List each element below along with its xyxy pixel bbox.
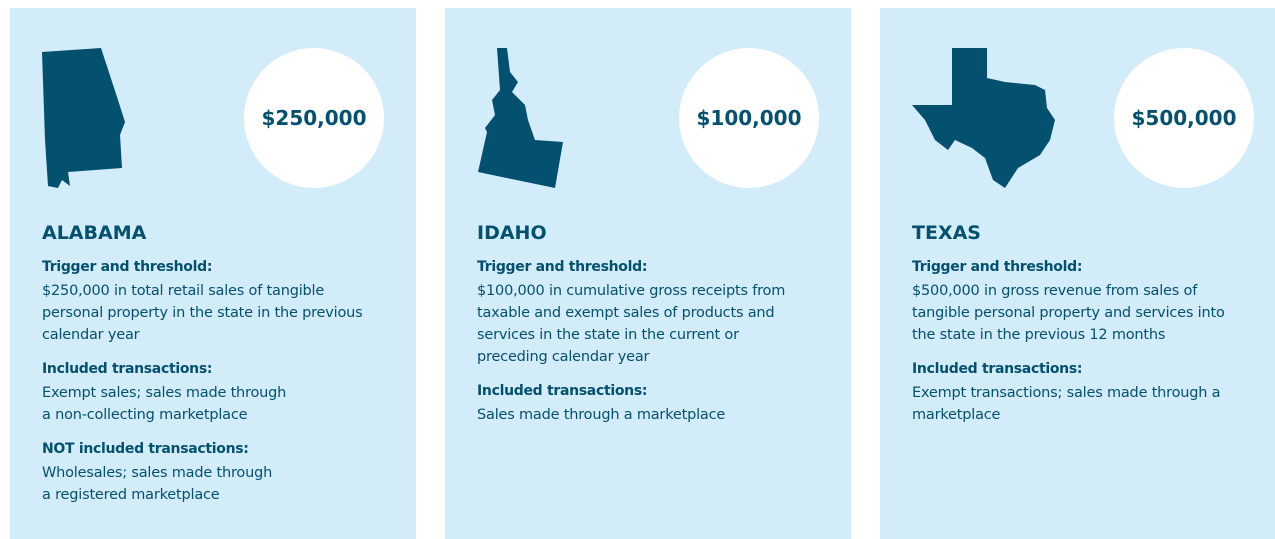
section-text: preceding calendar year — [477, 349, 650, 365]
threshold-amount: $250,000 — [244, 48, 384, 188]
section: Included transactions: Exempt sales; sale… — [42, 356, 406, 426]
section-heading: Trigger and threshold: — [912, 259, 1083, 275]
section-text: tangible personal property and services … — [912, 305, 1225, 321]
section-text: $250,000 in total retail sales of tangib… — [42, 283, 325, 299]
section-text: Exempt sales; sales made through — [42, 385, 287, 401]
section-text: calendar year — [42, 327, 140, 343]
state-map — [912, 48, 1055, 188]
state-shape — [478, 48, 563, 188]
section-heading: Included transactions: — [42, 361, 213, 377]
section: Trigger and threshold: $250,000 in total … — [42, 254, 406, 346]
section-text: Wholesales; sales made through — [42, 465, 273, 481]
section-heading: Trigger and threshold: — [42, 259, 213, 275]
card-body: TEXAS Trigger and threshold: $500,000 in g… — [912, 220, 1265, 436]
state-card: $500,000 TEXAS Trigger and threshold: $500,… — [880, 8, 1275, 539]
threshold-amount: $500,000 — [1114, 48, 1254, 188]
state-name: IDAHO — [477, 222, 547, 244]
section-heading: Included transactions: — [477, 383, 648, 399]
state-map — [42, 48, 125, 188]
section-text: $100,000 in cumulative gross receipts fr… — [477, 283, 786, 299]
section-text: the state in the previous 12 months — [912, 327, 1166, 343]
section-text: taxable and exempt sales of products and — [477, 305, 775, 321]
state-card: $100,000 IDAHO Trigger and threshold: $100,… — [445, 8, 851, 539]
section-text: marketplace — [912, 407, 1001, 423]
section-text: a registered marketplace — [42, 487, 220, 503]
section-heading: Trigger and threshold: — [477, 259, 648, 275]
state-card: $250,000 ALABAMA Trigger and threshold: $25… — [10, 8, 416, 539]
section: Included transactions: Exempt transaction… — [912, 356, 1265, 426]
state-shape — [912, 48, 1055, 188]
section-heading: Included transactions: — [912, 361, 1083, 377]
section-text: Exempt transactions; sales made through … — [912, 385, 1221, 401]
section-text: a non-collecting marketplace — [42, 407, 248, 423]
state-shape — [42, 48, 125, 188]
state-name: ALABAMA — [42, 222, 147, 244]
section: NOT included transactions: Wholesales; sa… — [42, 436, 406, 506]
section: Trigger and threshold: $500,000 in gross … — [912, 254, 1265, 346]
state-map — [478, 48, 563, 188]
section-text: personal property in the state in the pr… — [42, 305, 363, 321]
threshold-amount: $100,000 — [679, 48, 819, 188]
card-body: IDAHO Trigger and threshold: $100,000 in c… — [477, 220, 841, 436]
section: Trigger and threshold: $100,000 in cumula… — [477, 254, 841, 368]
section-heading: NOT included transactions: — [42, 441, 249, 457]
section-text: $500,000 in gross revenue from sales of — [912, 283, 1198, 299]
section-text: services in the state in the current or — [477, 327, 739, 343]
card-body: ALABAMA Trigger and threshold: $250,000 in… — [42, 220, 406, 516]
section-text: Sales made through a marketplace — [477, 407, 726, 423]
state-name: TEXAS — [912, 222, 981, 244]
section: Included transactions: Sales made through… — [477, 378, 841, 426]
